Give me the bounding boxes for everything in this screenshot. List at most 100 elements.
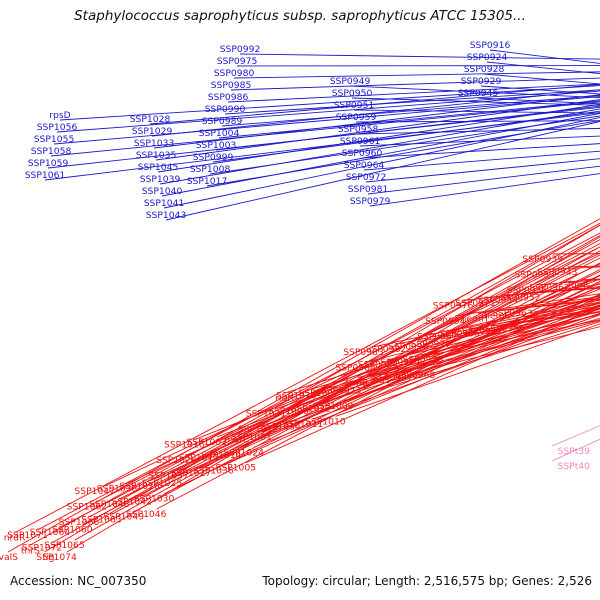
forward-gene-label-9: SSP0971 bbox=[455, 298, 496, 309]
forward-leader-36 bbox=[284, 294, 600, 394]
forward-leader-64 bbox=[96, 246, 600, 502]
forward-leader-61 bbox=[119, 257, 600, 500]
reverse-gene-label-2: SSP0928 bbox=[464, 64, 505, 75]
forward-gene-label-20: SSP0967 bbox=[417, 331, 458, 342]
forward-gene-label-33: SSP1020 bbox=[276, 391, 317, 402]
reverse-gene-label-28: SSP1028 bbox=[130, 114, 171, 125]
forward-gene-label-54: SSP1018 bbox=[119, 481, 160, 492]
forward-gene-label-22: SSP0997 bbox=[380, 357, 421, 368]
forward-gene-label-15: SSP0977 bbox=[410, 339, 451, 350]
forward-leader-19 bbox=[433, 319, 600, 355]
forward-leader-55 bbox=[164, 280, 600, 495]
reverse-gene-label-26: SSP1008 bbox=[190, 164, 231, 175]
forward-gene-label-44: SSP1012 bbox=[238, 424, 279, 435]
forward-gene-label-73: thrS bbox=[21, 545, 40, 556]
forward-gene-label-13: hemH bbox=[461, 313, 488, 324]
reverse-leader-12 bbox=[363, 150, 600, 171]
reverse-gene-label-14: SSP0981 bbox=[348, 184, 389, 195]
reverse-leader-13 bbox=[365, 158, 600, 183]
forward-leader-50 bbox=[223, 293, 600, 466]
forward-gene-label-70: SSP1072 bbox=[22, 543, 63, 554]
reverse-gene-label-0: SSP0916 bbox=[470, 40, 511, 51]
forward-leader-58 bbox=[141, 269, 600, 497]
forward-leader-72 bbox=[15, 222, 600, 533]
trna-label-1: SSPt40 bbox=[558, 461, 591, 472]
reverse-gene-label-9: SSP0958 bbox=[338, 124, 379, 135]
reverse-leader-16 bbox=[239, 53, 600, 60]
reverse-gene-label-19: SSP0985 bbox=[211, 80, 252, 91]
trna-label-0: SSPt39 bbox=[558, 446, 591, 457]
forward-gene-label-55: SSP1030 bbox=[134, 494, 175, 505]
forward-leader-29 bbox=[380, 313, 600, 376]
reverse-leader-35 bbox=[163, 117, 600, 209]
forward-leader-49 bbox=[208, 285, 600, 453]
forward-gene-label-36: ribH bbox=[275, 393, 294, 404]
reverse-gene-label-5: SSP0949 bbox=[330, 76, 371, 87]
forward-gene-label-31: SSP1009 bbox=[313, 401, 354, 412]
forward-gene-label-23: SSP0968 bbox=[395, 370, 436, 381]
forward-leader-31 bbox=[343, 321, 600, 402]
forward-gene-label-30: SSP1007 bbox=[298, 388, 339, 399]
reverse-gene-label-12: SSP0964 bbox=[344, 160, 385, 171]
forward-leader-44 bbox=[268, 294, 600, 425]
forward-gene-label-39: SSP1001 bbox=[231, 432, 272, 443]
forward-gene-label-35: SSP1010 bbox=[305, 416, 346, 427]
forward-gene-label-74: tig bbox=[42, 552, 54, 563]
reverse-gene-label-24: SSP1003 bbox=[196, 140, 237, 151]
forward-leader-24 bbox=[373, 297, 600, 348]
forward-gene-label-56: SSP1037 bbox=[148, 471, 189, 482]
reverse-gene-label-16: SSP0992 bbox=[220, 44, 261, 55]
forward-gene-label-12: SSP0976 bbox=[433, 300, 474, 311]
forward-gene-label-50: SSP1036 bbox=[193, 465, 234, 476]
reverse-leader-22 bbox=[221, 95, 600, 127]
reverse-leader-37 bbox=[59, 85, 600, 121]
reverse-gene-label-11: SSP0960 bbox=[342, 148, 383, 159]
reverse-leader-28 bbox=[149, 84, 600, 125]
forward-leader-46 bbox=[231, 296, 600, 451]
forward-leader-59 bbox=[156, 274, 600, 510]
forward-leader-34 bbox=[320, 312, 600, 404]
forward-gene-label-27: SSP0973 bbox=[321, 385, 362, 396]
reverse-gene-label-35: SSP1041 bbox=[144, 198, 185, 209]
forward-leader-41 bbox=[290, 304, 600, 422]
forward-gene-label-69: SSP1071 bbox=[7, 530, 48, 541]
forward-gene-label-8: SSP0955 bbox=[507, 285, 548, 296]
reverse-leader-20 bbox=[227, 83, 600, 103]
reverse-gene-label-21: SSP0990 bbox=[205, 104, 246, 115]
reverse-gene-label-25: SSP0999 bbox=[193, 152, 234, 163]
forward-gene-label-58: SSP1042 bbox=[111, 496, 152, 507]
forward-leader-43 bbox=[253, 307, 600, 448]
reverse-gene-label-3: SSP0929 bbox=[461, 76, 502, 87]
forward-leader-38 bbox=[313, 314, 600, 420]
forward-gene-label-19: SSP0978 bbox=[403, 354, 444, 365]
reverse-leader-42 bbox=[44, 112, 600, 181]
reverse-leader-32 bbox=[157, 103, 600, 173]
accession-text: Accession: NC_007350 bbox=[10, 574, 147, 588]
reverse-leader-11 bbox=[361, 143, 600, 159]
forward-gene-label-64: SSP1062 bbox=[67, 501, 108, 512]
forward-gene-label-4: SSP0953 bbox=[515, 269, 556, 280]
forward-gene-label-6: SSP0954 bbox=[478, 295, 519, 306]
forward-gene-label-68: SSP1066 bbox=[59, 517, 100, 528]
reverse-leader-14 bbox=[367, 165, 600, 195]
forward-gene-label-16: SSP0994 bbox=[425, 316, 466, 327]
forward-leader-60 bbox=[104, 252, 600, 487]
forward-leader-39 bbox=[261, 308, 600, 433]
forward-gene-label-67: SSP1065 bbox=[44, 540, 85, 551]
reverse-leader-41 bbox=[47, 106, 600, 169]
topology-summary: Topology: circular; Length: 2,516,575 bp… bbox=[262, 574, 592, 588]
forward-gene-label-59: SSP1046 bbox=[126, 509, 167, 520]
reverse-gene-label-34: SSP1040 bbox=[142, 186, 183, 197]
forward-gene-label-7: SSP0963 bbox=[492, 308, 533, 319]
forward-gene-label-26: SSP0987 bbox=[372, 373, 413, 384]
forward-leader-75 bbox=[7, 218, 600, 553]
reverse-gene-label-17: SSP0975 bbox=[217, 56, 258, 67]
reverse-leader-39 bbox=[53, 96, 600, 145]
reverse-leader-10 bbox=[359, 135, 600, 147]
reverse-gene-label-36: SSP1043 bbox=[146, 210, 187, 221]
forward-gene-label-49: SSP1013 bbox=[179, 452, 220, 463]
reverse-leader-9 bbox=[357, 127, 600, 135]
reverse-leader-36 bbox=[165, 121, 600, 221]
